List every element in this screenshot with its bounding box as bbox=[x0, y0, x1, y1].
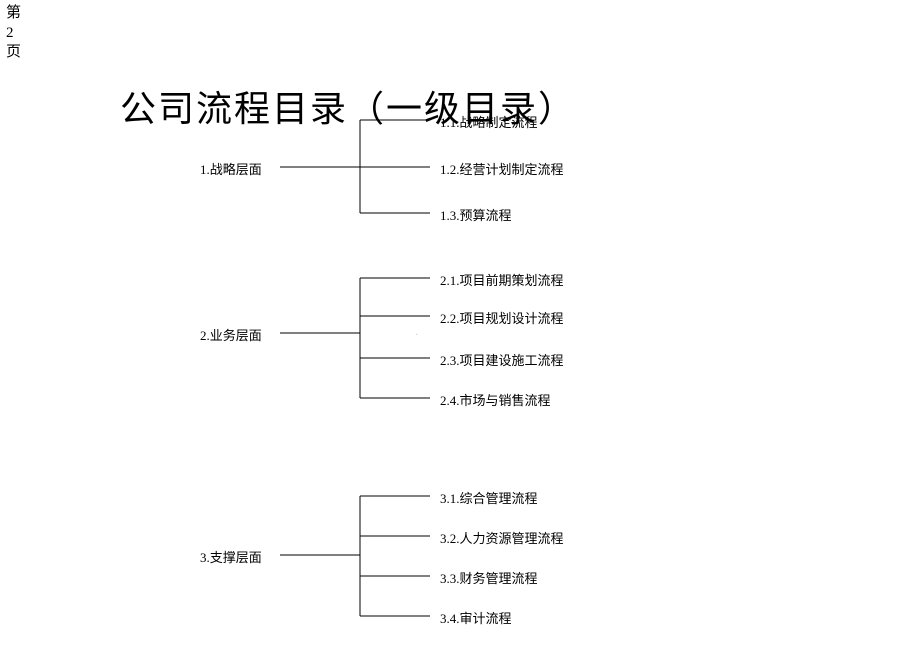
tree-child: 3.2.人力资源管理流程 bbox=[440, 528, 564, 547]
tree-child: 1.2.经营计划制定流程 bbox=[440, 159, 564, 178]
tree-child: 2.3.项目建设施工流程 bbox=[440, 350, 564, 369]
tree-child: 2.2.项目规划设计流程 bbox=[440, 308, 564, 327]
tree-parent: 1.战略层面 bbox=[200, 159, 262, 178]
page-num-suffix: 页 bbox=[6, 44, 21, 60]
tree-parent: 3.支撑层面 bbox=[200, 547, 262, 566]
page-num-prefix: 第 bbox=[6, 5, 21, 21]
page-number: 第 2 页 bbox=[6, 4, 21, 63]
tree-child: 1.3.预算流程 bbox=[440, 205, 512, 224]
tree-child: 3.3.财务管理流程 bbox=[440, 568, 538, 587]
tree-parent: 2.业务层面 bbox=[200, 325, 262, 344]
tree-child: 3.1.综合管理流程 bbox=[440, 488, 538, 507]
tree-child: 2.4.市场与销售流程 bbox=[440, 390, 551, 409]
watermark-dot: · bbox=[415, 330, 418, 341]
tree-child: 3.4.审计流程 bbox=[440, 608, 512, 627]
tree-child: 1.1.战略制定流程 bbox=[440, 112, 538, 131]
tree-child: 2.1.项目前期策划流程 bbox=[440, 270, 564, 289]
page-num-value: 2 bbox=[6, 25, 14, 41]
